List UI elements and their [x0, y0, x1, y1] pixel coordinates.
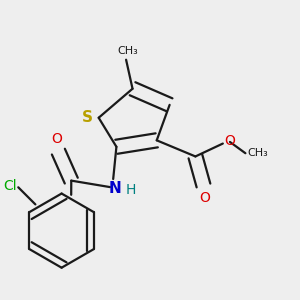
Text: CH₃: CH₃	[247, 148, 268, 158]
Text: N: N	[108, 181, 121, 196]
Text: CH₃: CH₃	[117, 46, 138, 56]
Text: S: S	[82, 110, 93, 124]
Text: H: H	[125, 183, 136, 197]
Text: Cl: Cl	[3, 179, 17, 193]
Text: O: O	[51, 132, 62, 146]
Text: O: O	[224, 134, 235, 148]
Text: O: O	[200, 191, 211, 205]
